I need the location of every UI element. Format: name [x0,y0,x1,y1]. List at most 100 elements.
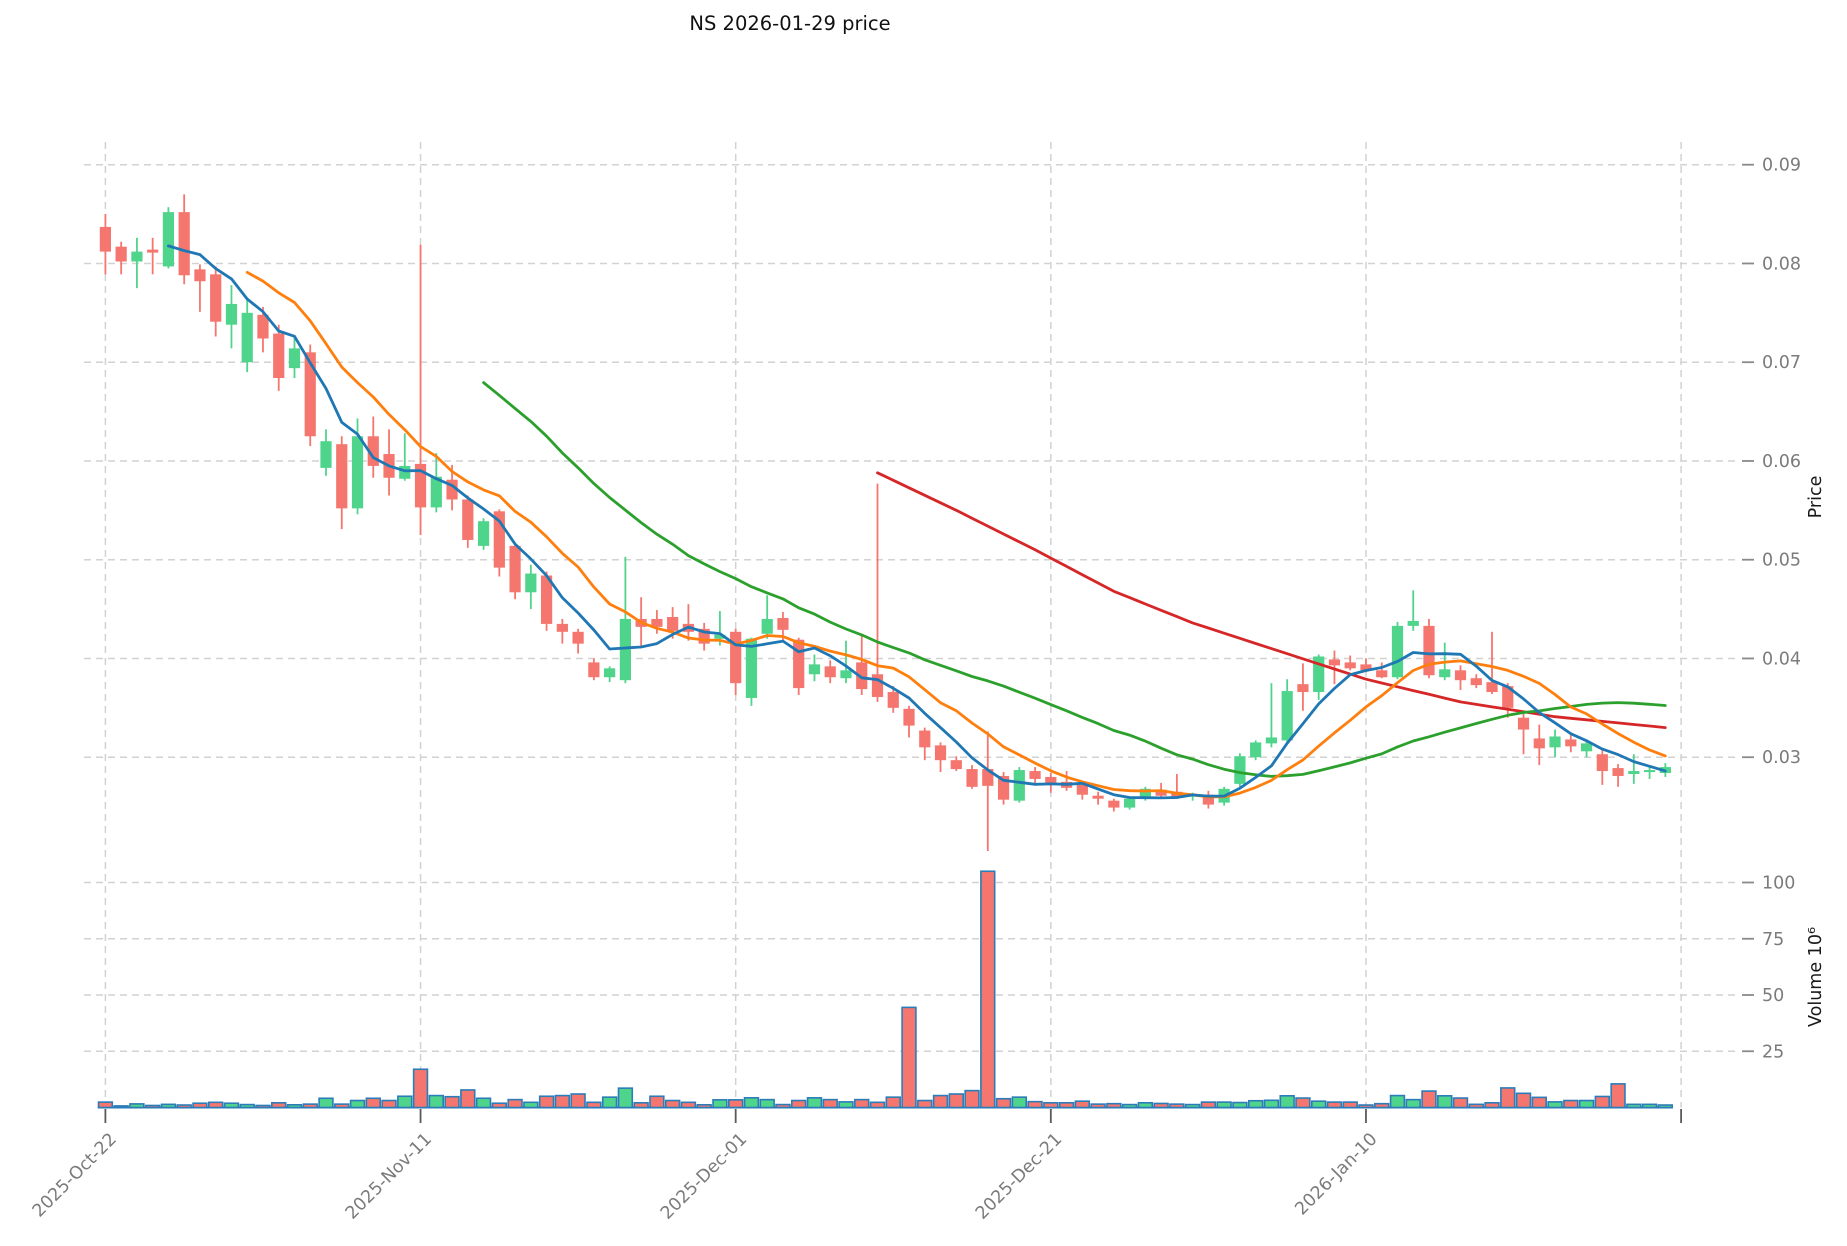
volume-bar [1405,1098,1421,1109]
candle-body [273,333,285,379]
candle-body [336,444,348,509]
volume-bar [633,1101,649,1109]
volume-bar [1200,1101,1217,1109]
candles-layer [99,194,1671,852]
volume-bar [1058,1101,1075,1109]
date-tick-label: 2025-Oct-22 [29,1129,121,1221]
candle-body [1423,625,1435,676]
volume-bar [1295,1097,1311,1109]
candle-body [1502,686,1514,708]
candle-body [1108,800,1120,808]
volume-bar [144,1104,161,1109]
volume-bar [318,1097,334,1109]
volume-bar [1247,1099,1264,1109]
candle-body [1470,678,1482,686]
candle-body [619,618,631,681]
volume-axis-label: Volume 10⁶ [1806,927,1826,1027]
candle-body [351,436,364,509]
ma-line-red [876,471,1667,729]
volume-bar [570,1093,586,1109]
volume-bar [1153,1102,1169,1109]
candle-body [1076,784,1088,795]
candle-body [793,639,805,689]
volume-bar [1500,1087,1516,1109]
candle-body [1549,736,1561,748]
volume-bar [917,1099,933,1109]
volume-bar [948,1093,964,1109]
volume-bar [475,1097,492,1109]
candle-body [1029,771,1041,779]
price-tick-label: 0.05 [1762,551,1801,571]
volume-bars-layer [97,870,1674,1109]
volume-bar [239,1103,255,1109]
candle-body [667,616,679,631]
volume-bar [554,1094,571,1109]
volume-bar [538,1095,555,1109]
candle-body [1202,794,1214,805]
candle-body [430,476,442,508]
candle-body [604,668,616,678]
volume-bar [1137,1101,1154,1109]
candle-body [320,441,332,468]
candle-body [556,623,568,632]
candle-body [934,745,947,761]
candle-body [367,436,379,466]
candle-body [840,670,852,679]
volume-bar [775,1103,791,1109]
candle-body [288,348,301,369]
volume-bar [271,1101,287,1109]
candle-body [1234,756,1246,784]
volume-bar [1484,1101,1500,1109]
volume-bar [1043,1101,1059,1109]
candle-body [1580,743,1593,752]
volume-bar [1626,1103,1642,1109]
volume-bar [1011,1096,1028,1109]
volume-bar [1169,1103,1185,1109]
volume-bar [507,1098,523,1109]
volume-bar [1106,1102,1122,1109]
candle-body [446,479,458,500]
candle-body [950,760,962,770]
volume-bar [223,1102,240,1109]
volume-bar [791,1099,807,1109]
volume-bar [1263,1099,1280,1109]
candle-body [1265,737,1278,744]
volume-bar [491,1102,508,1109]
candle-body [698,628,710,644]
volume-bar [1310,1100,1327,1109]
volume-bar [1074,1100,1091,1109]
candle-body [1376,670,1388,678]
volume-bar [995,1097,1012,1109]
price-tick-label: 0.09 [1762,156,1801,176]
candle-body [1328,659,1341,666]
candle-body [414,463,427,508]
volume-bar [1641,1103,1658,1109]
volume-bar [286,1104,303,1109]
volume-bar [1610,1083,1626,1109]
volume-bar [854,1098,870,1109]
candle-body [1297,684,1309,693]
ma-line-green [482,381,1667,778]
candle-body [1344,662,1356,669]
ma-line-blue [167,244,1667,800]
volume-bar [1531,1096,1547,1109]
volume-bar [207,1101,224,1109]
candle-body [162,212,175,267]
volume-bar [727,1099,744,1109]
candle-body [919,730,931,748]
candle-body [1612,768,1624,776]
candle-body [887,692,899,708]
candle-body [225,303,238,325]
volume-bar [1374,1102,1390,1109]
volume-bar [349,1099,366,1109]
axis-labels-layer: NS 2026-01-29 price Price Volume 10⁶ [689,12,1826,1027]
candle-body [808,664,821,675]
date-tick-label: 2025-Dec-21 [972,1129,1066,1223]
volume-bar [444,1095,460,1109]
candle-body [871,674,884,697]
volume-bar [397,1095,413,1109]
candle-body [1517,717,1530,730]
candle-body [147,249,159,253]
candle-body [1439,669,1451,678]
